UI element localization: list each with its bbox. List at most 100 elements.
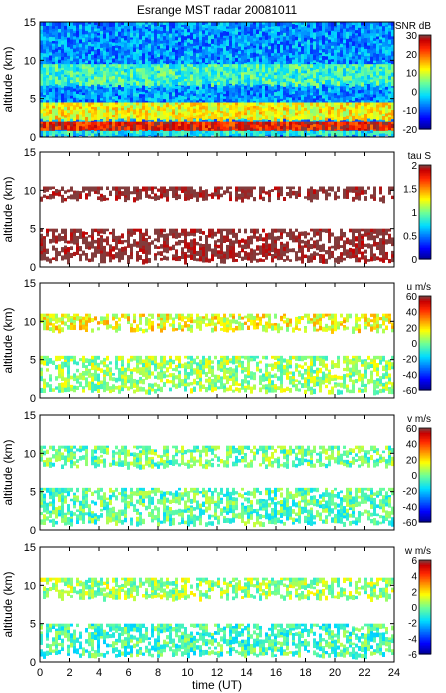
y-tick-label: 15: [24, 542, 36, 554]
y-axis-label: altitude (km): [1, 571, 15, 637]
x-tick-label: 16: [270, 667, 282, 679]
data-layer-1: [40, 577, 394, 603]
colorbar-tick-label: -4: [408, 634, 417, 645]
panel-1: 0 5 10 15 altitude (km) 30 20 10 0 -10 -20 SNR dB: [1, 17, 432, 144]
colorbar-tick-label: 0.5: [403, 232, 417, 243]
x-tick-label: 0: [37, 667, 43, 679]
y-tick-label: 10: [24, 580, 36, 592]
y-tick-label: 5: [30, 487, 36, 499]
panel-4: 0 5 10 15 altitude (km) 60 40 20 0 -20 -40 -60 v m/s: [1, 410, 432, 537]
colorbar-tick-label: 60: [406, 424, 418, 435]
colorbar-tick-label: 2: [411, 161, 417, 172]
x-tick-label: 6: [125, 667, 131, 679]
colorbar-tick-label: -40: [403, 370, 418, 381]
heatmap-cells: [40, 313, 394, 396]
x-tick-label: 18: [299, 667, 311, 679]
colorbar-tick-label: 0: [411, 339, 417, 350]
y-tick-label: 10: [24, 316, 36, 328]
x-tick-label: 12: [211, 667, 223, 679]
colorbar: 2 1.5 1 0.5 0 tau S: [403, 151, 432, 266]
colorbar: 60 40 20 0 -20 -40 -60 v m/s: [403, 414, 432, 529]
y-axis-label: altitude (km): [1, 176, 15, 242]
y-tick-label: 15: [24, 17, 36, 29]
y-axis-label: altitude (km): [1, 307, 15, 373]
x-tick-label: 22: [358, 667, 370, 679]
colorbar-label: v m/s: [407, 414, 431, 425]
colorbar: 60 40 20 0 -20 -40 -60 u m/s: [403, 282, 432, 397]
y-tick-label: 5: [30, 619, 36, 631]
y-tick-label: 10: [24, 185, 36, 197]
y-tick-label: 15: [24, 410, 36, 422]
colorbar-tick-label: 4: [411, 572, 417, 583]
colorbar-tick-label: 10: [406, 69, 418, 80]
panel-2: 0 5 10 15 altitude (km) 2 1.5 1 0.5 0 tau S: [1, 147, 432, 274]
y-axis-label: altitude (km): [1, 439, 15, 505]
data-layer-2: [40, 64, 394, 89]
data-layer-1: [40, 445, 394, 470]
colorbar-label: w m/s: [404, 546, 431, 557]
colorbar-tick-label: -10: [403, 106, 418, 117]
heatmap-cells: [40, 22, 394, 137]
colorbar-tick-label: 6: [411, 556, 417, 567]
colorbar: 6 4 2 0 -2 -4 -6 w m/s: [404, 546, 432, 661]
colorbar-tick-label: 20: [406, 50, 418, 61]
data-layer-2: [40, 623, 394, 660]
y-tick-label: 15: [24, 278, 36, 290]
colorbar-tick-label: -20: [403, 125, 418, 136]
y-tick-label: 0: [30, 525, 36, 537]
heatmap-cells: [40, 186, 394, 265]
y-tick-label: 5: [30, 224, 36, 236]
data-layer-2: [40, 355, 394, 396]
colorbar-tick-label: 40: [406, 440, 418, 451]
colorbar-tick-label: 40: [406, 308, 418, 319]
y-tick-label: 5: [30, 94, 36, 106]
heatmap-cells: [40, 577, 394, 660]
panel-3: 0 5 10 15 altitude (km) 60 40 20 0 -20 -40 -60 u m/s: [1, 278, 432, 405]
colorbar-tick-label: -60: [403, 518, 418, 529]
x-tick-label: 24: [388, 667, 400, 679]
colorbar-tick-label: -40: [403, 502, 418, 513]
colorbar-label: tau S: [408, 151, 432, 162]
heatmap-cells: [40, 445, 394, 528]
colorbar-tick-label: 2: [411, 587, 417, 598]
colorbar-tick-label: 30: [406, 31, 418, 42]
y-tick-label: 0: [30, 132, 36, 144]
colorbar-tick-label: -2: [408, 619, 417, 630]
x-tick-label: 20: [329, 667, 341, 679]
y-tick-label: 0: [30, 657, 36, 669]
colorbar-tick-label: 1: [411, 208, 417, 219]
colorbar-tick-label: 0: [411, 471, 417, 482]
x-tick-label: 8: [155, 667, 161, 679]
x-tick-label: 10: [181, 667, 193, 679]
colorbar-tick-label: 1.5: [403, 185, 417, 196]
data-layer-2: [40, 487, 394, 528]
y-tick-label: 15: [24, 147, 36, 159]
y-tick-label: 10: [24, 448, 36, 460]
x-tick-label: 2: [66, 667, 72, 679]
colorbar-tick-label: 0: [411, 87, 417, 98]
colorbar: 30 20 10 0 -10 -20 SNR dB: [395, 21, 432, 136]
x-tick-label: 14: [240, 667, 252, 679]
y-tick-label: 0: [30, 393, 36, 405]
data-layer-2: [40, 228, 394, 265]
y-axis-label: altitude (km): [1, 46, 15, 112]
colorbar-tick-label: 0: [411, 255, 417, 266]
data-layer-1: [40, 186, 394, 204]
colorbar-tick-label: -20: [403, 487, 418, 498]
x-axis-label: time (UT): [192, 678, 242, 692]
colorbar-tick-label: -20: [403, 355, 418, 366]
data-layer-3: [40, 102, 394, 124]
colorbar-tick-label: 60: [406, 292, 418, 303]
colorbar-tick-label: 20: [406, 323, 418, 334]
figure-title: Esrange MST radar 20081011: [137, 3, 298, 17]
y-tick-label: 0: [30, 262, 36, 274]
data-layer-1: [40, 313, 394, 334]
colorbar-tick-label: 20: [406, 455, 418, 466]
colorbar-tick-label: 0: [411, 603, 417, 614]
colorbar-label: u m/s: [407, 282, 431, 293]
y-tick-label: 5: [30, 355, 36, 367]
y-tick-label: 10: [24, 55, 36, 67]
colorbar-label: SNR dB: [395, 21, 431, 32]
